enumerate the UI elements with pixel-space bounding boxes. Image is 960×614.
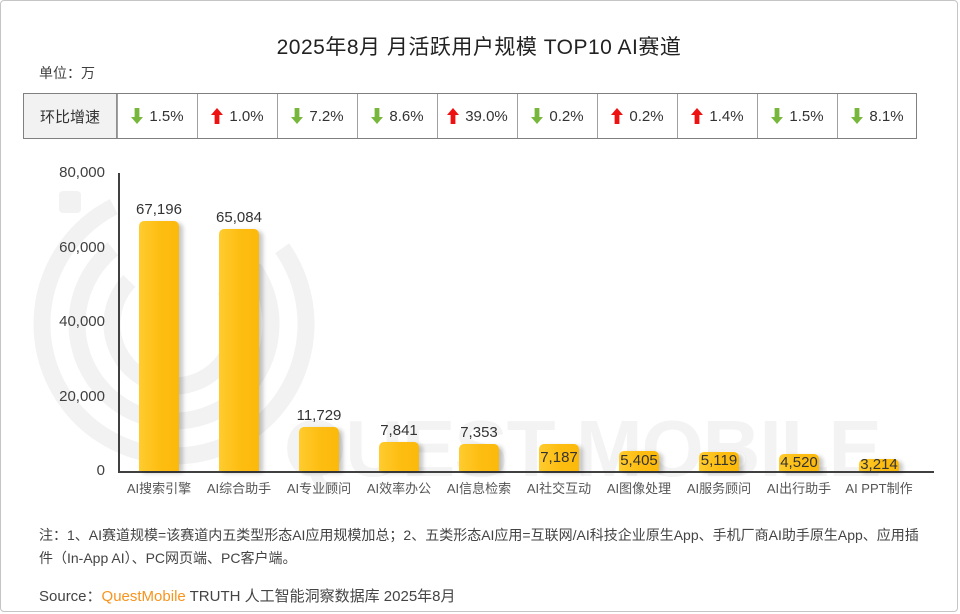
bar-1 (219, 228, 259, 471)
bar-value-label: 7,841 (380, 421, 418, 439)
growth-rate-table: 环比增速 1.5% 1.0% 7.2% 8.6% 39.0% 0.2% 0.2% 1.4% 1.… (23, 93, 917, 139)
y-tick-label: 0 (96, 462, 105, 479)
growth-cell-6: 0.2% (597, 94, 677, 138)
category-label: AI社交互动 (526, 481, 592, 496)
growth-value: 39.0% (465, 107, 508, 125)
down-arrow-icon (771, 108, 784, 124)
category-label: AI搜索引擎 (126, 481, 192, 496)
bar-value-label: 11,729 (296, 407, 342, 425)
growth-value: 1.4% (709, 107, 744, 125)
unit-label: 单位：万 (39, 65, 95, 81)
bar-4 (459, 443, 499, 471)
category-label: AI效率办公 (366, 481, 432, 496)
growth-value: 8.6% (389, 107, 424, 125)
growth-cell-2: 7.2% (277, 94, 357, 138)
bar-value-label: 3,214 (860, 456, 898, 473)
bar-chart: QUEST MOBILE 0 20,000 40,000 60,000 80,000 67… (1, 151, 957, 521)
source-line: Source：QuestMobile TRUTH 人工智能洞察数据库 2025年… (39, 585, 456, 606)
growth-cell-0: 1.5% (117, 94, 197, 138)
up-arrow-icon (691, 108, 704, 124)
bar-9 (859, 459, 899, 471)
source-prefix: Source： (39, 588, 102, 605)
bar-value-label: 5,405 (620, 451, 658, 469)
bar-3 (379, 441, 419, 471)
growth-cell-9: 8.1% (837, 94, 917, 138)
bar-value-label: 7,353 (460, 423, 498, 441)
down-arrow-icon (531, 108, 544, 124)
growth-rate-header: 环比增速 (24, 94, 117, 138)
page-title: 2025年8月 月活跃用户规模 TOP10 AI赛道 (276, 36, 682, 59)
growth-value: 1.0% (229, 107, 264, 125)
bar-value-label: 4,520 (780, 453, 818, 471)
bar-value-label: 65,084 (216, 208, 262, 226)
bar-5 (539, 444, 579, 471)
growth-value: 1.5% (789, 107, 824, 125)
bar-value-label: 5,119 (700, 452, 738, 470)
x-axis-line (118, 471, 934, 473)
down-arrow-icon (291, 108, 304, 124)
growth-value: 0.2% (549, 107, 584, 125)
growth-cell-4: 39.0% (437, 94, 517, 138)
growth-value: 7.2% (309, 107, 344, 125)
y-axis-line (118, 173, 120, 472)
footnote: 注：1、AI赛道规模=该赛道内五类型形态AI应用规模加总；2、五类形态AI应用=… (39, 527, 919, 566)
bar-value-label: 7,187 (540, 448, 578, 466)
growth-cell-3: 8.6% (357, 94, 437, 138)
growth-value: 8.1% (869, 107, 904, 125)
category-label: AI PPT制作 (845, 481, 913, 496)
growth-cell-1: 1.0% (197, 94, 277, 138)
bar-value-label: 67,196 (136, 200, 182, 218)
bar-8 (779, 454, 819, 471)
category-label: AI信息检索 (446, 481, 512, 496)
category-label: AI综合助手 (206, 481, 272, 496)
bar-0 (139, 220, 179, 471)
category-label: AI专业顾问 (286, 481, 352, 496)
y-tick-label: 40,000 (59, 313, 105, 330)
down-arrow-icon (131, 108, 144, 124)
up-arrow-icon (211, 108, 224, 124)
down-arrow-icon (371, 108, 384, 124)
category-label: AI出行助手 (766, 481, 832, 496)
y-tick-label: 60,000 (59, 238, 105, 256)
bar-2 (299, 427, 339, 471)
growth-cell-7: 1.4% (677, 94, 757, 138)
category-label: AI图像处理 (606, 481, 672, 496)
bar-6 (619, 450, 659, 471)
bar-7 (699, 451, 739, 471)
y-tick-label: 80,000 (59, 164, 105, 181)
source-suffix: TRUTH 人工智能洞察数据库 2025年8月 (185, 588, 456, 605)
source-brand: QuestMobile (101, 588, 186, 605)
growth-cell-8: 1.5% (757, 94, 837, 138)
growth-cell-5: 0.2% (517, 94, 597, 138)
growth-value: 1.5% (149, 107, 184, 125)
up-arrow-icon (611, 108, 624, 124)
up-arrow-icon (447, 108, 460, 124)
y-tick-label: 20,000 (59, 387, 105, 405)
category-label: AI服务顾问 (686, 481, 752, 496)
growth-value: 0.2% (629, 107, 664, 125)
down-arrow-icon (851, 108, 864, 124)
